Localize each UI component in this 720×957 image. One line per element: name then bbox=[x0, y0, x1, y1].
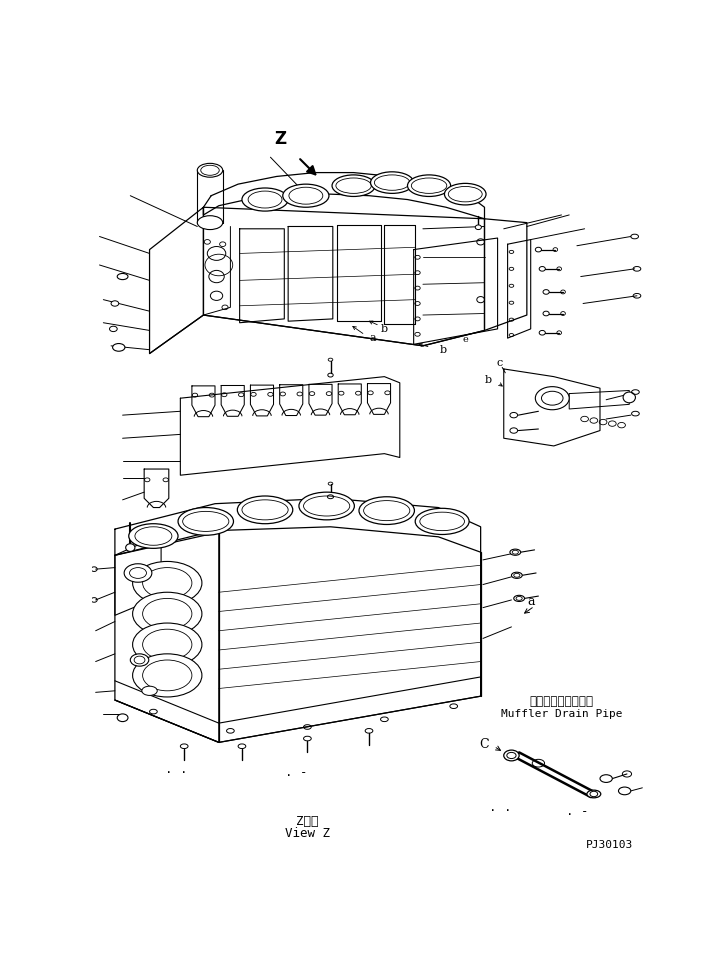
Text: Muffler Drain Pipe: Muffler Drain Pipe bbox=[500, 709, 622, 719]
Ellipse shape bbox=[504, 750, 519, 761]
Text: c: c bbox=[497, 358, 503, 367]
Ellipse shape bbox=[132, 562, 202, 605]
Text: PJ30103: PJ30103 bbox=[585, 840, 633, 850]
Ellipse shape bbox=[142, 686, 157, 696]
Text: View Z: View Z bbox=[285, 827, 330, 839]
Ellipse shape bbox=[618, 787, 631, 794]
Ellipse shape bbox=[117, 714, 128, 722]
Ellipse shape bbox=[299, 492, 354, 520]
Text: b: b bbox=[439, 345, 446, 355]
Ellipse shape bbox=[475, 225, 482, 230]
Text: . .: . . bbox=[166, 763, 188, 776]
Ellipse shape bbox=[510, 412, 518, 418]
Ellipse shape bbox=[238, 496, 293, 523]
Ellipse shape bbox=[415, 508, 469, 535]
Text: a: a bbox=[369, 333, 376, 344]
Ellipse shape bbox=[535, 387, 570, 410]
Ellipse shape bbox=[132, 623, 202, 666]
Ellipse shape bbox=[112, 344, 125, 351]
Text: Z　視: Z 視 bbox=[296, 815, 319, 828]
Text: b: b bbox=[381, 323, 388, 334]
Ellipse shape bbox=[510, 549, 521, 555]
Ellipse shape bbox=[371, 172, 414, 193]
Ellipse shape bbox=[111, 300, 119, 306]
Ellipse shape bbox=[132, 654, 202, 697]
Ellipse shape bbox=[514, 595, 525, 602]
Ellipse shape bbox=[242, 188, 288, 211]
Ellipse shape bbox=[332, 175, 375, 196]
Ellipse shape bbox=[283, 184, 329, 208]
Text: b: b bbox=[485, 375, 492, 386]
Text: . .: . . bbox=[489, 801, 511, 814]
Ellipse shape bbox=[132, 592, 202, 635]
Ellipse shape bbox=[408, 175, 451, 196]
Ellipse shape bbox=[178, 507, 233, 535]
Ellipse shape bbox=[117, 274, 128, 279]
Text: a: a bbox=[527, 595, 534, 608]
Ellipse shape bbox=[197, 164, 222, 177]
Ellipse shape bbox=[510, 428, 518, 434]
Ellipse shape bbox=[130, 654, 149, 666]
Ellipse shape bbox=[126, 544, 135, 551]
Text: . -: . - bbox=[284, 766, 307, 779]
Ellipse shape bbox=[511, 572, 522, 578]
Text: C: C bbox=[480, 738, 490, 751]
Ellipse shape bbox=[600, 775, 612, 783]
Ellipse shape bbox=[444, 184, 486, 205]
Ellipse shape bbox=[109, 326, 117, 331]
Ellipse shape bbox=[197, 215, 222, 230]
Ellipse shape bbox=[623, 392, 636, 403]
Text: Z: Z bbox=[274, 130, 287, 148]
Text: マフラドレンパイプ: マフラドレンパイプ bbox=[529, 695, 593, 708]
Text: e: e bbox=[462, 335, 468, 345]
Text: . -: . - bbox=[566, 805, 588, 818]
Ellipse shape bbox=[129, 523, 178, 548]
Ellipse shape bbox=[124, 564, 152, 582]
Ellipse shape bbox=[587, 790, 600, 798]
Ellipse shape bbox=[359, 497, 415, 524]
